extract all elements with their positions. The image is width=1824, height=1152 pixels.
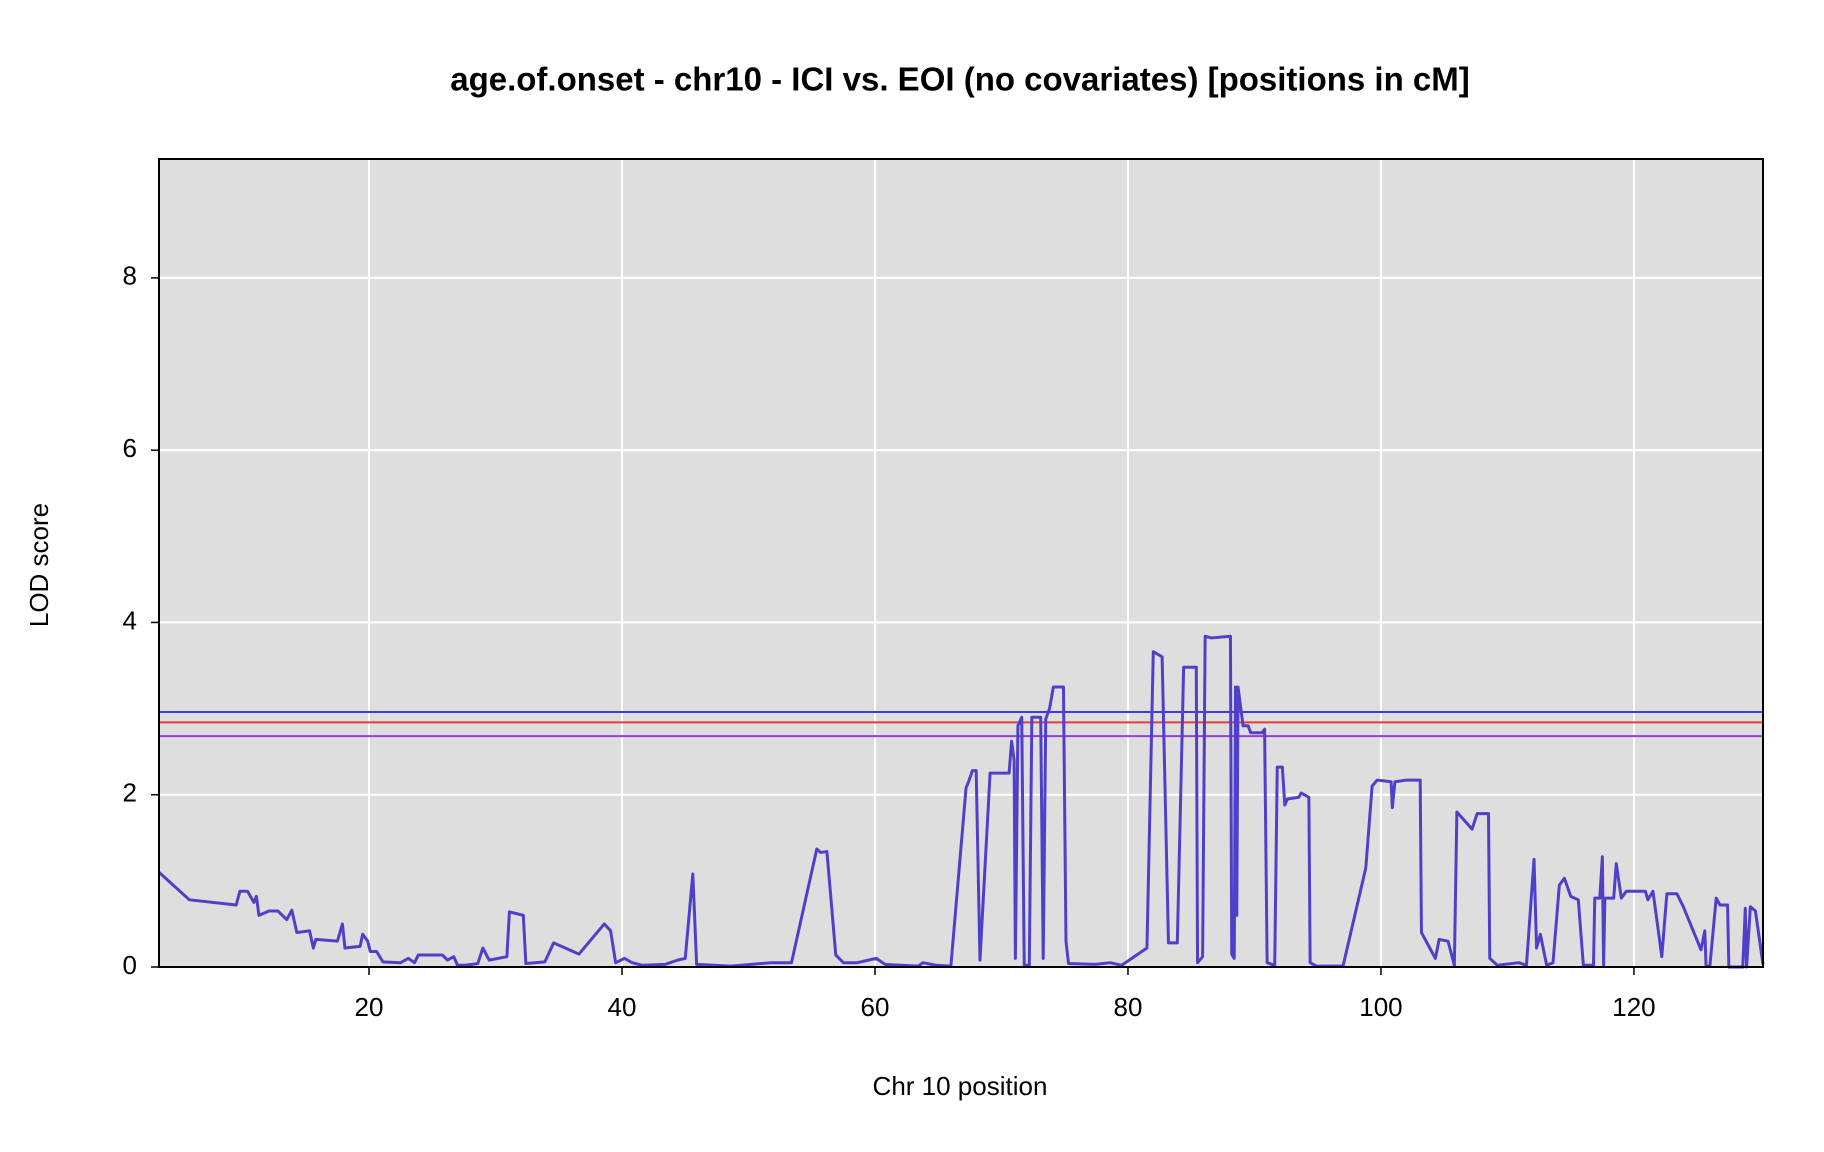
plot-layer [157, 159, 1765, 969]
x-tick-label: 60 [861, 992, 890, 1022]
y-tick-label: 4 [123, 605, 137, 635]
x-tick-label: 100 [1359, 992, 1402, 1022]
y-axis-label: LOD score [24, 503, 54, 627]
y-tick-label: 2 [123, 778, 137, 808]
y-tick-label: 0 [123, 950, 137, 980]
lod-line [157, 634, 1765, 969]
x-tick-label: 120 [1612, 992, 1655, 1022]
x-tick-label: 40 [608, 992, 637, 1022]
y-tick-label: 6 [123, 433, 137, 463]
chart-title: age.of.onset - chr10 - ICI vs. EOI (no c… [450, 61, 1470, 98]
y-tick-label: 8 [123, 261, 137, 291]
plot-frame [158, 158, 1764, 968]
x-tick-label: 80 [1114, 992, 1143, 1022]
x-tick-label: 20 [355, 992, 384, 1022]
x-axis-label: Chr 10 position [873, 1071, 1048, 1101]
